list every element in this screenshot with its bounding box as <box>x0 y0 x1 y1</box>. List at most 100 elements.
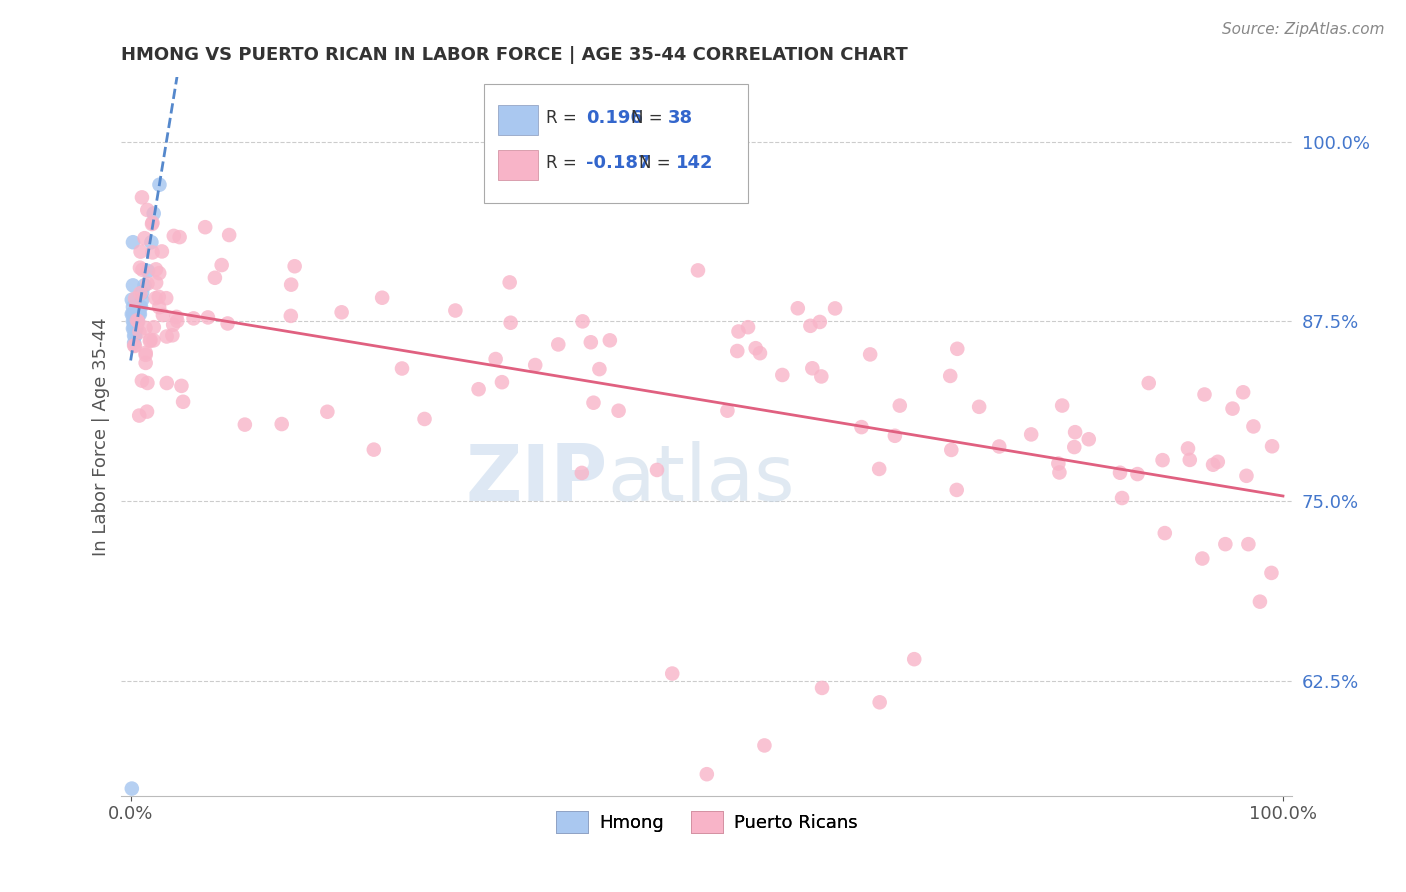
Point <box>744 341 766 355</box>
FancyBboxPatch shape <box>485 84 748 202</box>
Point <box>1202 458 1225 472</box>
Point <box>131 285 153 300</box>
Point <box>799 318 821 333</box>
Point <box>485 352 508 367</box>
Point <box>1047 457 1070 471</box>
Point <box>786 301 808 316</box>
Point <box>889 399 911 413</box>
Point <box>128 307 150 321</box>
Point <box>145 262 167 277</box>
Text: ZIP: ZIP <box>465 442 607 517</box>
Point <box>1126 467 1149 481</box>
Point <box>1215 537 1237 551</box>
Point <box>136 264 159 278</box>
Point <box>135 345 157 359</box>
Point <box>129 286 152 301</box>
Point <box>142 334 165 348</box>
Point <box>1109 466 1132 480</box>
Point <box>491 375 513 389</box>
Point <box>122 328 145 343</box>
Point <box>599 334 621 348</box>
Point <box>204 270 226 285</box>
Point <box>122 338 145 352</box>
Point <box>156 376 179 390</box>
Point <box>122 314 145 328</box>
Point <box>166 314 188 328</box>
Point <box>134 278 156 293</box>
Point <box>725 344 748 359</box>
Point <box>127 314 149 328</box>
Point <box>121 307 143 321</box>
Point <box>169 230 191 244</box>
Point <box>145 291 167 305</box>
Point <box>661 666 683 681</box>
Point <box>270 417 292 431</box>
Point <box>218 227 240 242</box>
Text: Source: ZipAtlas.com: Source: ZipAtlas.com <box>1222 22 1385 37</box>
Point <box>122 321 145 335</box>
Point <box>499 316 522 330</box>
Point <box>122 278 145 293</box>
Point <box>162 318 184 332</box>
Point <box>524 358 547 372</box>
Point <box>128 300 150 314</box>
Point <box>125 300 148 314</box>
Point <box>754 739 776 753</box>
Point <box>1261 439 1284 453</box>
Point <box>148 178 170 192</box>
Point <box>363 442 385 457</box>
Point <box>122 307 145 321</box>
Point <box>716 403 738 417</box>
Point <box>1077 432 1099 446</box>
Point <box>280 309 302 323</box>
Point <box>128 307 150 321</box>
Point <box>770 368 793 382</box>
Point <box>135 348 157 362</box>
Point <box>330 305 353 319</box>
Point <box>391 361 413 376</box>
Text: atlas: atlas <box>607 442 794 517</box>
Point <box>801 361 824 376</box>
Point <box>498 276 520 290</box>
Point <box>131 190 153 204</box>
Point <box>280 277 302 292</box>
Point <box>124 339 146 353</box>
Point <box>152 308 174 322</box>
Point <box>155 291 177 305</box>
Point <box>582 395 605 409</box>
Point <box>810 369 832 384</box>
Point <box>859 347 882 361</box>
Point <box>284 259 307 273</box>
Point <box>136 277 159 291</box>
Point <box>903 652 925 666</box>
Point <box>883 429 905 443</box>
Point <box>162 328 184 343</box>
Point <box>148 300 170 314</box>
Point <box>139 334 162 348</box>
Point <box>139 333 162 347</box>
Point <box>122 314 145 328</box>
Point <box>749 346 772 360</box>
Point <box>125 314 148 328</box>
Point <box>607 403 630 417</box>
Text: N =: N = <box>638 154 676 172</box>
Point <box>150 244 173 259</box>
Point <box>1063 440 1085 454</box>
Point <box>172 394 194 409</box>
FancyBboxPatch shape <box>498 105 538 135</box>
Point <box>121 781 143 796</box>
Point <box>413 412 436 426</box>
Point <box>124 314 146 328</box>
Point <box>136 202 159 217</box>
Point <box>811 681 834 695</box>
Point <box>645 463 668 477</box>
Point <box>233 417 256 432</box>
Point <box>941 442 963 457</box>
Point <box>571 314 593 328</box>
Point <box>967 400 990 414</box>
Point <box>131 262 153 277</box>
Y-axis label: In Labor Force | Age 35-44: In Labor Force | Age 35-44 <box>93 317 110 556</box>
Point <box>128 300 150 314</box>
Text: R =: R = <box>547 154 582 172</box>
Point <box>1194 387 1216 401</box>
